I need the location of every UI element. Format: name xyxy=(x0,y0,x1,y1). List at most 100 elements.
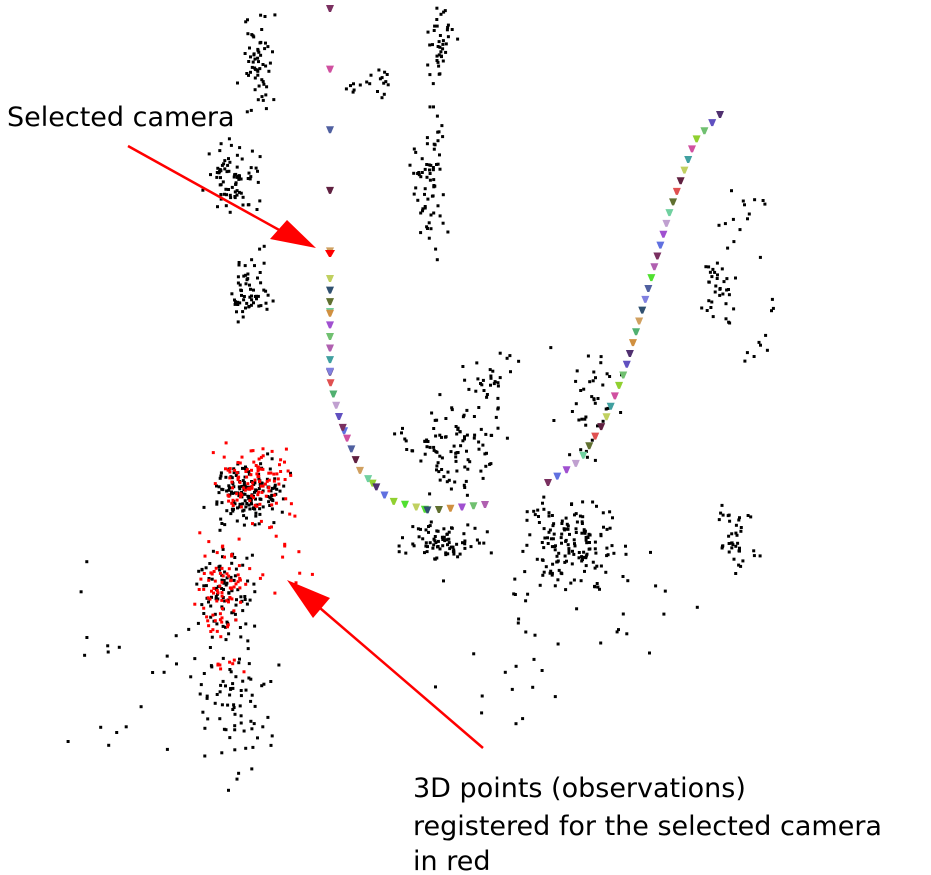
camera[interactable] xyxy=(665,209,674,217)
camera[interactable] xyxy=(644,284,653,292)
camera[interactable] xyxy=(687,145,696,153)
camera[interactable] xyxy=(602,413,611,421)
camera[interactable] xyxy=(650,263,659,271)
camera[interactable] xyxy=(676,177,685,185)
camera[interactable] xyxy=(326,186,334,194)
point xyxy=(253,478,257,482)
camera[interactable] xyxy=(400,500,409,508)
camera[interactable] xyxy=(562,466,571,474)
point xyxy=(770,309,773,313)
camera[interactable] xyxy=(457,503,466,511)
camera[interactable] xyxy=(615,381,624,389)
point xyxy=(227,600,230,604)
point xyxy=(227,188,230,191)
camera[interactable] xyxy=(635,317,644,325)
camera[interactable] xyxy=(662,219,671,227)
camera[interactable] xyxy=(412,503,421,511)
camera[interactable] xyxy=(641,295,650,303)
point xyxy=(202,672,206,675)
camera[interactable] xyxy=(326,298,334,306)
camera[interactable] xyxy=(606,402,615,410)
camera[interactable] xyxy=(544,479,552,486)
camera[interactable] xyxy=(326,65,334,73)
camera[interactable] xyxy=(423,506,432,514)
point xyxy=(574,402,578,406)
camera[interactable] xyxy=(656,241,665,249)
camera[interactable] xyxy=(326,286,334,294)
point xyxy=(533,513,537,517)
camera[interactable] xyxy=(326,344,334,352)
camera[interactable] xyxy=(364,475,373,483)
points-label-line-2: registered for the selected camera xyxy=(413,811,882,842)
camera[interactable] xyxy=(389,497,398,505)
point xyxy=(444,551,448,555)
camera[interactable] xyxy=(434,506,443,514)
camera[interactable] xyxy=(334,412,343,420)
point xyxy=(249,473,253,477)
camera[interactable] xyxy=(326,367,334,375)
camera[interactable] xyxy=(469,502,478,510)
camera[interactable] xyxy=(628,339,637,347)
camera[interactable] xyxy=(446,504,455,512)
camera[interactable] xyxy=(653,252,662,260)
camera[interactable] xyxy=(326,332,334,340)
camera[interactable] xyxy=(647,274,656,282)
camera[interactable] xyxy=(571,459,580,467)
point xyxy=(256,180,260,184)
camera[interactable] xyxy=(481,501,489,508)
camera[interactable] xyxy=(329,390,338,398)
point xyxy=(444,553,448,557)
selected-camera[interactable] xyxy=(325,250,335,257)
camera[interactable] xyxy=(716,111,724,118)
camera[interactable] xyxy=(326,275,334,282)
camera[interactable] xyxy=(591,432,600,440)
camera[interactable] xyxy=(632,328,641,336)
camera[interactable] xyxy=(351,456,360,464)
camera[interactable] xyxy=(347,445,356,453)
camera[interactable] xyxy=(332,401,341,409)
camera[interactable] xyxy=(619,371,628,379)
camera[interactable] xyxy=(553,472,562,480)
camera[interactable] xyxy=(659,230,668,238)
camera[interactable] xyxy=(326,5,334,12)
camera[interactable] xyxy=(638,306,647,314)
point xyxy=(252,722,256,726)
camera[interactable] xyxy=(579,451,588,459)
point xyxy=(438,45,442,49)
camera[interactable] xyxy=(326,379,335,387)
camera[interactable] xyxy=(372,483,381,491)
camera[interactable] xyxy=(326,309,334,317)
camera[interactable] xyxy=(684,156,693,164)
camera[interactable] xyxy=(692,135,701,143)
camera[interactable] xyxy=(625,349,634,357)
camera[interactable] xyxy=(669,198,678,206)
point xyxy=(250,65,254,69)
camera[interactable] xyxy=(338,423,347,431)
point xyxy=(227,484,231,488)
camera[interactable] xyxy=(326,126,334,134)
camera[interactable] xyxy=(343,434,352,442)
point xyxy=(219,683,223,687)
camera[interactable] xyxy=(355,466,364,474)
point xyxy=(718,287,722,290)
point xyxy=(261,80,265,84)
point xyxy=(106,650,110,654)
camera[interactable] xyxy=(680,166,689,174)
camera[interactable] xyxy=(597,423,606,431)
point xyxy=(452,552,456,556)
point xyxy=(707,299,711,303)
camera[interactable] xyxy=(700,127,709,135)
camera[interactable] xyxy=(672,187,681,195)
camera[interactable] xyxy=(622,360,631,368)
camera[interactable] xyxy=(380,491,389,499)
point xyxy=(427,236,431,240)
camera[interactable] xyxy=(368,479,377,487)
point xyxy=(458,430,462,434)
camera[interactable] xyxy=(326,321,334,329)
point xyxy=(174,634,178,638)
camera[interactable] xyxy=(708,119,717,127)
camera[interactable] xyxy=(326,356,334,364)
camera[interactable] xyxy=(610,392,619,400)
camera[interactable] xyxy=(585,442,594,450)
point xyxy=(289,502,293,506)
